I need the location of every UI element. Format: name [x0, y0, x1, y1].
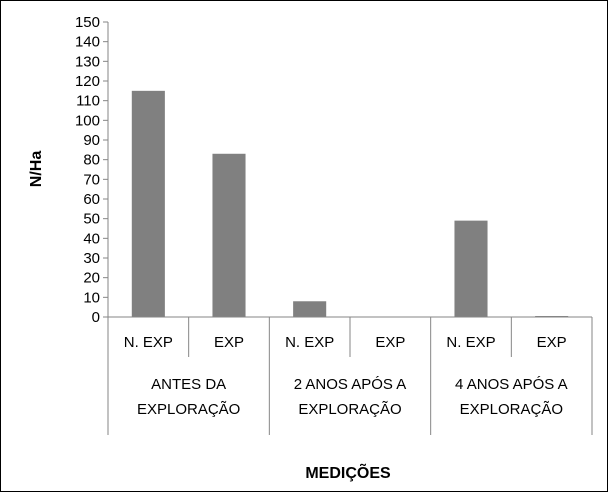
bars [131, 90, 569, 317]
x-category-label: EXP [537, 334, 567, 351]
x-group-label-line: 4 ANOS APÓS A [455, 376, 568, 393]
y-tick-label: 110 [76, 93, 100, 110]
x-category-label: EXP [214, 334, 244, 351]
y-tick-label: 90 [83, 132, 100, 149]
x-group-label: ANTES DA EXPLORAÇÃO [137, 376, 240, 418]
x-group-label-line: EXPLORAÇÃO [460, 401, 563, 418]
y-tick-label: 130 [75, 53, 100, 70]
x-group-label: 4 ANOS APÓS A EXPLORAÇÃO [455, 376, 568, 418]
bar [293, 301, 327, 317]
x-axis: N. EXP EXP ANTES DA EXPLORAÇÃO N. EXP EXP 2 AN… [107, 316, 593, 435]
y-axis-title: N/Ha [28, 151, 45, 188]
x-category-label: N. EXP [446, 334, 495, 351]
bar [131, 90, 165, 317]
y-axis: 0 10 20 30 40 50 60 70 80 90 100 110 120 130 140 150 [75, 14, 109, 326]
y-tick-label: 120 [75, 73, 100, 90]
x-group-label: 2 ANOS APÓS A EXPLORAÇÃO [294, 376, 407, 418]
y-tick-label: 70 [83, 171, 100, 188]
y-tick-label: 60 [83, 191, 100, 208]
y-tick-label: 20 [83, 270, 100, 287]
bar [454, 220, 488, 317]
x-group-label-line: ANTES DA [151, 376, 226, 393]
y-tick-label: 40 [83, 230, 100, 247]
chart-border [0, 0, 608, 492]
y-tick-label: 0 [92, 309, 100, 326]
y-tick-label: 50 [83, 211, 100, 228]
x-group-label-line: EXPLORAÇÃO [137, 401, 240, 418]
y-tick-label: 140 [75, 34, 100, 51]
x-category-label: N. EXP [124, 334, 173, 351]
x-group-label-line: EXPLORAÇÃO [298, 401, 401, 418]
bar [212, 153, 246, 317]
y-tick-label: 150 [75, 14, 100, 31]
x-category-label: N. EXP [285, 334, 334, 351]
x-group-label-line: 2 ANOS APÓS A [294, 376, 407, 393]
y-tick-label: 10 [83, 289, 100, 306]
x-category-label: EXP [375, 334, 405, 351]
x-axis-title: MEDIÇÕES [305, 462, 391, 482]
y-tick-label: 100 [75, 112, 100, 129]
y-tick-label: 80 [83, 152, 100, 169]
y-tick-label: 30 [83, 250, 100, 267]
